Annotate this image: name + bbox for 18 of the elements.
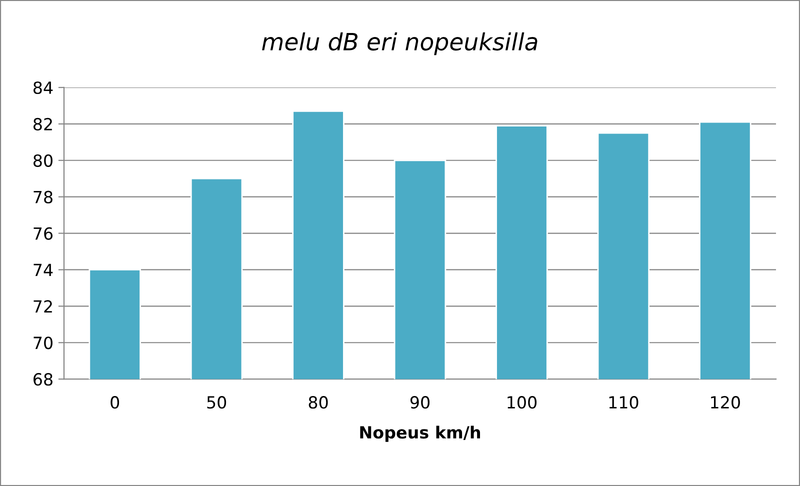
y-tick-label: 84 bbox=[34, 81, 53, 94]
x-tick-label: 100 bbox=[508, 396, 537, 409]
x-axis-title: Nopeus km/h bbox=[360, 426, 480, 442]
y-tick-label: 70 bbox=[34, 336, 52, 350]
x-tick-label: 110 bbox=[609, 396, 638, 409]
y-tick-label: 72 bbox=[34, 300, 52, 313]
chart-title: melu dB eri nopeuksilla bbox=[262, 32, 538, 56]
x-tick-label: 80 bbox=[308, 396, 328, 409]
x-tick-label: 0 bbox=[110, 396, 120, 409]
y-tick-label: 68 bbox=[34, 373, 52, 386]
x-tick-label: 90 bbox=[410, 396, 430, 409]
y-tick-label: 78 bbox=[34, 190, 52, 204]
x-tick-label: 50 bbox=[207, 396, 226, 409]
y-tick-label: 74 bbox=[34, 264, 53, 276]
x-tick-label: 120 bbox=[711, 396, 740, 409]
y-tick-label: 76 bbox=[34, 227, 53, 240]
y-tick-label: 82 bbox=[34, 118, 52, 130]
y-tick-label: 80 bbox=[34, 154, 52, 167]
